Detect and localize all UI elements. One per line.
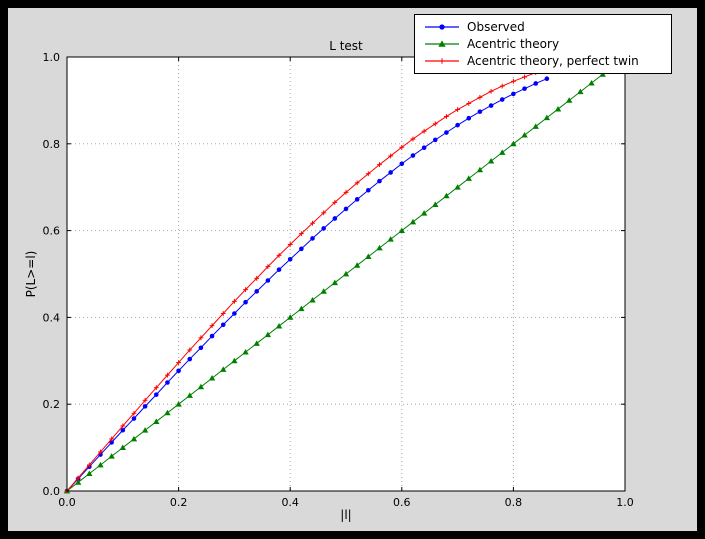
y-tick-label: 0.6: [43, 225, 61, 238]
y-tick-label: 0.2: [43, 398, 61, 411]
legend: Observed Acentric theory Acentric theory…: [414, 14, 672, 74]
legend-sample-perfect-twin: [425, 58, 459, 64]
axes-frame: [66, 56, 626, 492]
legend-label-acentric-theory: Acentric theory: [467, 37, 560, 51]
chart-title: L test: [329, 39, 363, 53]
legend-sample-acentric-theory: [425, 40, 459, 47]
legend-item-observed: Observed: [424, 20, 662, 34]
legend-label-perfect-twin: Acentric theory, perfect twin: [467, 54, 639, 68]
legend-item-perfect-twin: Acentric theory, perfect twin: [424, 54, 662, 68]
gridlines: [67, 57, 625, 491]
y-tick-label: 0.0: [43, 485, 61, 498]
legend-item-acentric-theory: Acentric theory: [424, 37, 662, 51]
x-tick-label: 0.4: [281, 496, 299, 509]
chart-canvas: 0.0 0.2 0.4 0.6 0.8 1.0 0.0 0.2 0.4 0.6 0.8 1.0: [43, 51, 634, 509]
x-tick-label: 1.0: [616, 496, 634, 509]
x-axis-label: |l|: [340, 508, 352, 522]
tick-labels: 0.0 0.2 0.4 0.6 0.8 1.0 0.0 0.2 0.4 0.6 0.8 1.0: [43, 51, 634, 509]
x-tick-label: 0.6: [393, 496, 411, 509]
y-axis-label: P(L>=l): [24, 250, 38, 298]
y-tick-label: 1.0: [43, 51, 61, 64]
series-1: [63, 71, 606, 494]
x-tick-label: 0.2: [170, 496, 188, 509]
y-tick-label: 0.8: [43, 138, 61, 151]
legend-sample-observed: [425, 24, 459, 30]
y-tick-label: 0.4: [43, 311, 61, 324]
legend-label-observed: Observed: [467, 20, 525, 34]
figure-background: 0.0 0.2 0.4 0.6 0.8 1.0 0.0 0.2 0.4 0.6 0.8 1.0 L t…: [8, 8, 697, 531]
x-tick-label: 0.8: [505, 496, 523, 509]
x-tick-label: 0.0: [58, 496, 76, 509]
